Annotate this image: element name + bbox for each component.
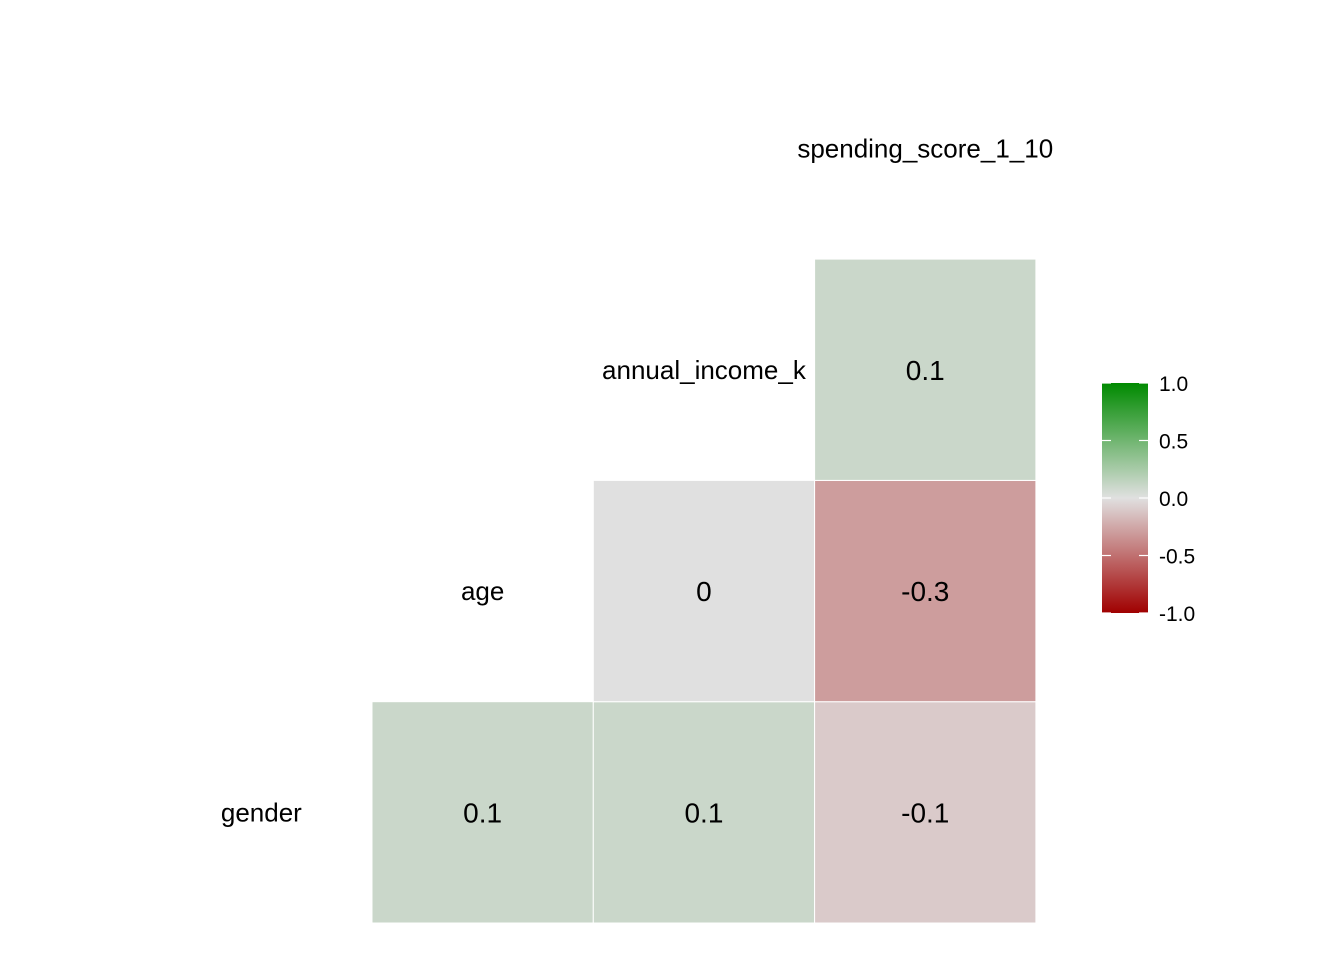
cell-gender-age [371,701,594,924]
legend-tick-label: 0.5 [1159,431,1188,454]
legend-tick-label: -0.5 [1159,546,1195,569]
variable-label-spending-score-1-10: spending_score_1_10 [797,133,1053,163]
cell-annual-income-k-spending-score-1-10 [814,258,1037,481]
variable-labels: gender age annual_income_k spending_score_1… [221,133,1053,827]
cell-value-labels: 0.1 0.1 -0.1 0 -0.3 0.1 [463,355,949,829]
cell-value-label: 0 [696,576,712,607]
legend-tick-label: 1.0 [1159,373,1188,396]
heatmap-cells [371,258,1037,924]
cell-value-label: -0.3 [901,576,949,607]
variable-label-gender: gender [221,797,302,827]
cell-value-label: -0.1 [901,797,949,828]
legend-tick-label: 0.0 [1159,488,1188,511]
legend-tick-label: -1.0 [1159,603,1195,626]
cell-gender-annual-income-k [592,701,816,924]
cell-age-spending-score-1-10 [814,479,1037,703]
cell-age-annual-income-k [592,479,816,703]
cell-value-label: 0.1 [906,355,945,386]
cell-value-label: 0.1 [463,797,502,828]
variable-label-age: age [461,576,504,606]
variable-label-annual-income-k: annual_income_k [602,355,807,385]
color-legend: 1.0 0.5 0.0 -0.5 -1.0 [1102,373,1195,626]
cell-value-label: 0.1 [684,797,723,828]
